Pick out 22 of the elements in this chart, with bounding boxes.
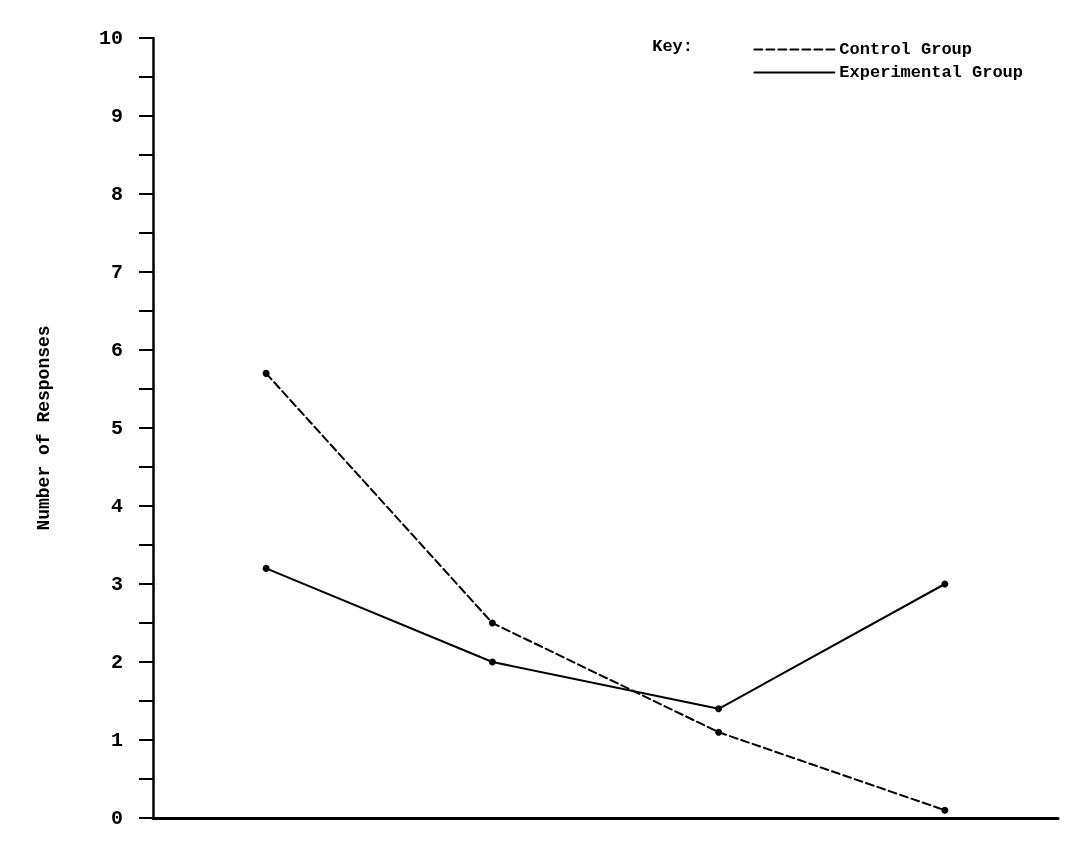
legend-label: Control Group (839, 40, 972, 59)
legend-label: Experimental Group (839, 63, 1024, 82)
point (488, 658, 496, 666)
y-tick-label: 6 (110, 338, 123, 362)
y-tick-label: 9 (110, 104, 123, 128)
point (715, 728, 723, 736)
legend-title: Key: (652, 37, 694, 56)
y-tick-label: 7 (110, 260, 123, 284)
point (488, 619, 496, 627)
y-tick-label: 0 (110, 806, 123, 830)
y-tick-label: 10 (98, 26, 123, 50)
y-tick-label: 2 (110, 650, 123, 674)
point (715, 705, 723, 713)
y-tick-label: 8 (110, 182, 123, 206)
point (262, 564, 270, 572)
y-axis-title: Number of Responses (34, 325, 54, 531)
point (262, 369, 270, 377)
y-tick-label: 3 (110, 572, 123, 596)
y-tick-label: 5 (110, 416, 123, 440)
y-tick-label: 4 (110, 494, 123, 518)
point (941, 806, 949, 814)
y-tick-label: 1 (110, 728, 123, 752)
